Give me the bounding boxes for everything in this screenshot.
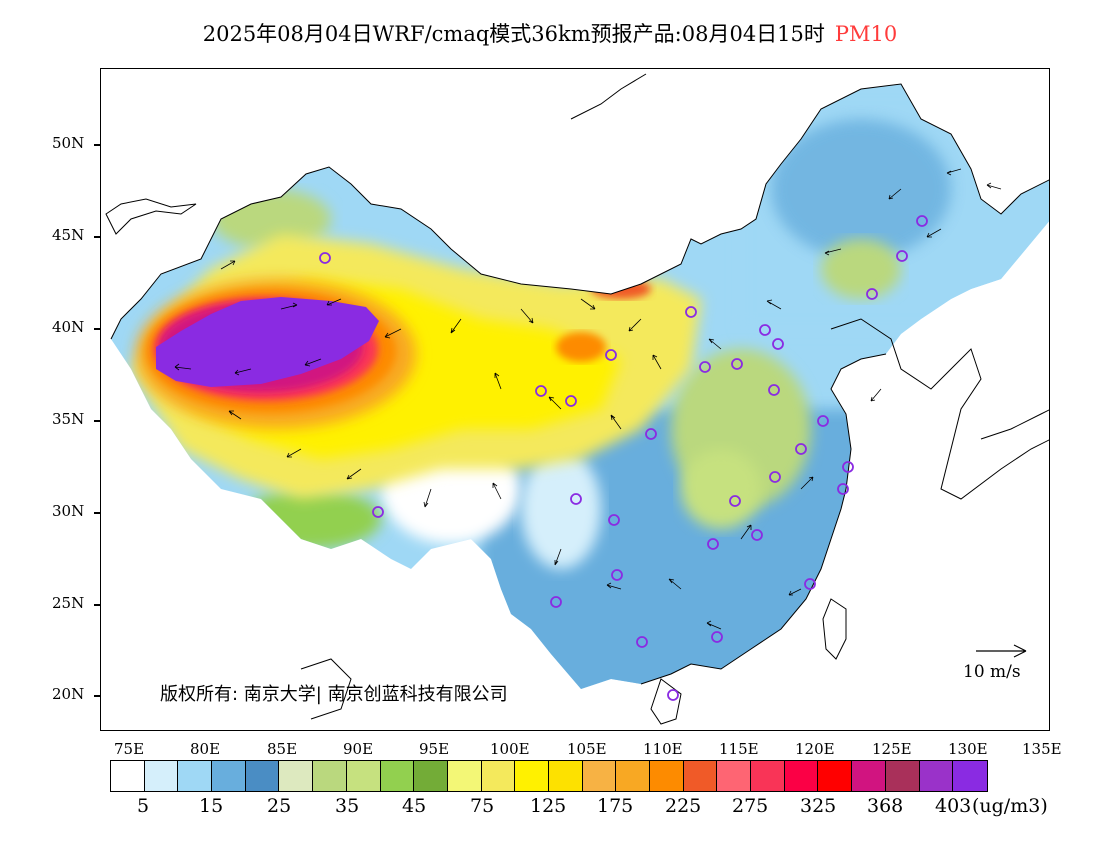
colorbar-label: 15 [199,795,224,817]
colorbar-swatch [885,761,920,791]
colorbar-label: 275 [732,795,769,817]
colorbar-swatch [380,761,415,791]
lat-tick [94,604,100,606]
coastlines [105,73,1049,725]
colorbar-swatch [447,761,482,791]
title-main: 2025年08月04日WRF/cmaq模式36km预报产品:08月04日15时 [202,22,825,46]
city-markers [319,215,928,701]
colorbar-swatch [650,761,684,791]
lon-label-135e: 135E [1022,740,1062,758]
colorbar-swatch [313,761,347,791]
colorbar-label: 25 [267,795,292,817]
lon-label-115e: 115E [719,740,759,758]
colorbar-swatch [717,761,752,791]
colorbar-swatch [582,761,617,791]
lon-label-125e: 125E [872,740,912,758]
colorbar-swatch [111,761,145,791]
lat-label-25n: 25N [52,594,85,612]
colorbar-swatch [548,761,583,791]
concentration-field [131,89,1049,689]
wind-arrows [174,168,1002,630]
colorbar-swatch [784,761,819,791]
colorbar-label: 125 [530,795,567,817]
lon-label-130e: 130E [948,740,988,758]
lat-label-45n: 45N [52,226,85,244]
colorbar-swatch [919,761,954,791]
colorbar-swatch [818,761,853,791]
colorbar-swatch [751,761,785,791]
colorbar-swatch [616,761,650,791]
colorbar-swatch [481,761,516,791]
lat-tick [94,144,100,146]
lon-label-75e: 75E [114,740,145,758]
colorbar-swatch [515,761,549,791]
colorbar-swatch [279,761,314,791]
map-title: 2025年08月04日WRF/cmaq模式36km预报产品:08月04日15时 P… [0,18,1100,48]
lat-label-40n: 40N [52,318,85,336]
lat-label-35n: 35N [52,410,85,428]
lon-label-100e: 100E [490,740,530,758]
lon-label-80e: 80E [190,740,221,758]
colorbar-swatch [245,761,280,791]
colorbar-label: 325 [800,795,837,817]
lat-label-20n: 20N [52,685,85,703]
colorbar-swatch [683,761,718,791]
lat-label-50n: 50N [52,134,85,152]
colorbar-label: 45 [402,795,427,817]
lon-label-110e: 110E [643,740,683,758]
wind-reference-label: 10 m/s [963,662,1021,682]
colorbar-swatch [414,761,448,791]
copyright-notice: 版权所有: 南京大学| 南京创蓝科技有限公司 [160,684,508,705]
colorbar-label: 5 [137,795,150,817]
colorbar-swatch [852,761,886,791]
lon-label-105e: 105E [567,740,607,758]
pm10-field-map [105,73,1049,725]
wind-reference-arrow [976,644,1027,658]
colorbar-unit: (ug/m3) [972,795,1048,817]
colorbar-swatch [953,761,987,791]
lat-tick [94,512,100,514]
title-pollutant: PM10 [834,22,898,46]
lon-label-90e: 90E [343,740,374,758]
lat-tick [94,695,100,697]
colorbar-swatch [212,761,246,791]
colorbar-swatch [346,761,381,791]
lon-label-95e: 95E [419,740,450,758]
colorbar [110,760,988,792]
lon-label-85e: 85E [267,740,298,758]
colorbar-label: 175 [597,795,634,817]
colorbar-swatch [144,761,179,791]
lat-tick [94,420,100,422]
lat-tick [94,236,100,238]
lat-label-30n: 30N [52,502,85,520]
colorbar-label: 403 [935,795,972,817]
colorbar-swatch [178,761,213,791]
lon-label-120e: 120E [795,740,835,758]
colorbar-label: 225 [665,795,702,817]
colorbar-label: 368 [867,795,904,817]
colorbar-label: 35 [335,795,360,817]
map-panel [100,68,1050,731]
lat-tick [94,328,100,330]
colorbar-label: 75 [470,795,495,817]
